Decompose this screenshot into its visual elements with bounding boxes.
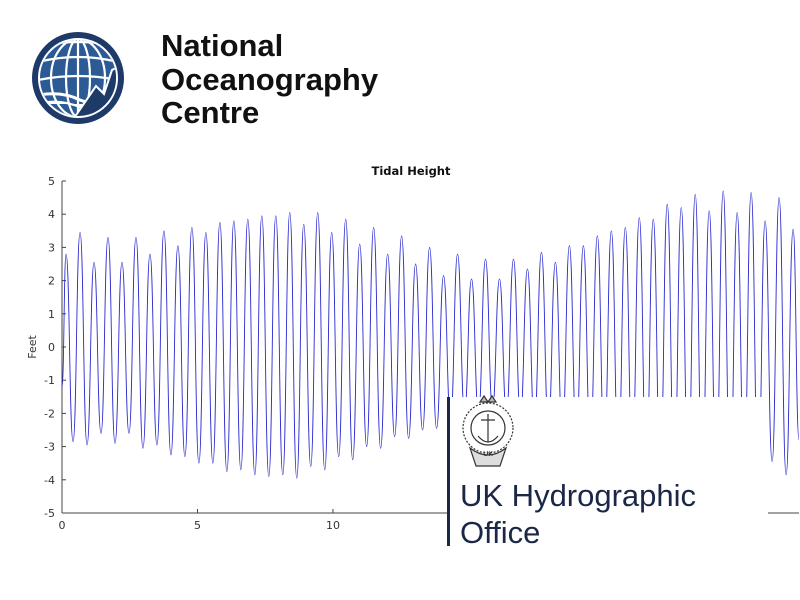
y-tick-label: 4: [48, 208, 55, 221]
y-tick-label: -1: [44, 374, 55, 387]
x-tick-label: 5: [194, 519, 201, 532]
y-tick-label: -5: [44, 507, 55, 520]
ukho-line: Office: [460, 515, 540, 550]
ukho-crest-label: UK: [483, 450, 493, 458]
ukho-logo: UK UK Hydrographic Office: [447, 394, 768, 550]
ukho-line: UK Hydrographic: [460, 478, 696, 513]
noc-logo: National Oceanography Centre: [32, 28, 379, 130]
y-tick-label: -2: [44, 407, 55, 420]
x-tick-label: 10: [326, 519, 340, 532]
y-tick-label: 3: [48, 241, 55, 254]
ukho-panel: [448, 397, 768, 549]
y-tick-label: -3: [44, 441, 55, 454]
y-tick-label: 1: [48, 308, 55, 321]
y-tick-label: -4: [44, 474, 55, 487]
y-tick-label: 5: [48, 175, 55, 188]
chart-title: Tidal Height: [371, 164, 451, 178]
noc-line: Centre: [161, 95, 259, 130]
y-tick-label: 0: [48, 341, 55, 354]
noc-line: National: [161, 28, 283, 63]
x-tick-label: 0: [59, 519, 66, 532]
noc-line: Oceanography: [161, 62, 379, 97]
ukho-crest: UK: [462, 394, 514, 467]
y-axis-label: Feet: [26, 335, 39, 359]
y-tick-label: 2: [48, 275, 55, 288]
